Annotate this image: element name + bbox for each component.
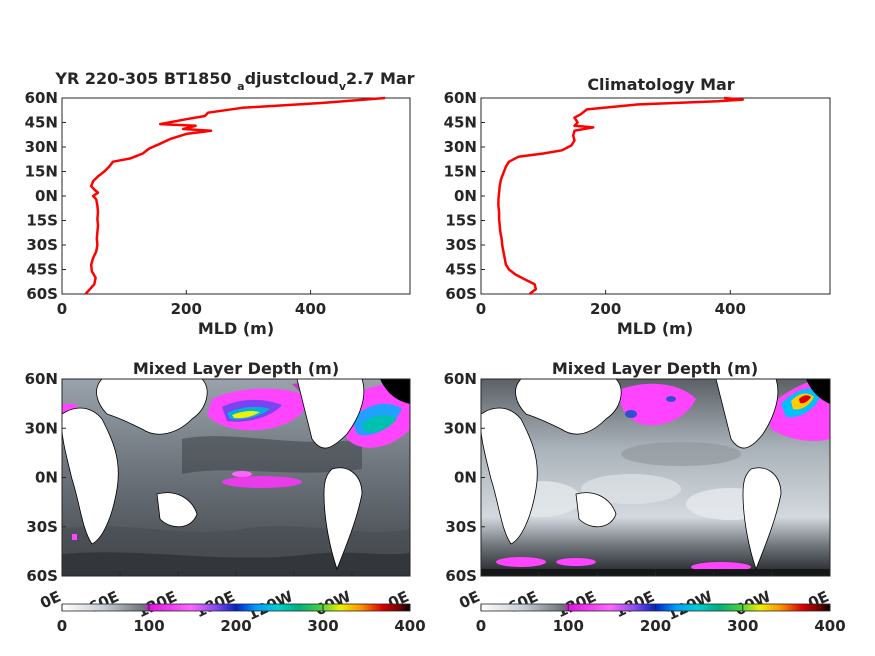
panel2-mld-line [497,96,745,295]
x-tick-label: 400 [295,300,326,318]
map-panel-climatology: Mixed Layer Depth (m) [444,359,846,635]
y-tick-label: 15N [444,163,477,181]
colorbar-tick-label: 100 [133,617,164,635]
y-tick-label: 0N [35,187,58,205]
y-tick-label: 30N [444,138,477,156]
map-y-tick-label: 60S [445,567,477,585]
y-tick-label: 45N [444,114,477,132]
y-tick-label: 45N [25,114,58,132]
colorbar-tick-label: 200 [220,617,251,635]
panel2-title: Climatology Mar [587,75,734,94]
colorbar-tick-label: 200 [640,617,671,635]
x-tick-label: 400 [715,300,746,318]
panel1-xlabel: MLD (m) [198,319,274,338]
map-x-tick-label: 60E [86,587,122,616]
panel3-title: Mixed Layer Depth (m) [133,359,339,378]
y-tick-label: 30S [445,236,477,254]
map-y-tick-label: 0N [454,469,477,487]
colorbar-tick-label: 400 [814,617,845,635]
panel4-title: Mixed Layer Depth (m) [552,359,758,378]
panel1-mld-line [84,96,386,295]
x-tick-label: 200 [590,300,621,318]
y-tick-label: 15N [25,163,58,181]
y-tick-label: 30N [25,138,58,156]
map-y-tick-label: 60N [444,370,477,388]
y-tick-label: 45S [445,261,477,279]
panel1-axes-box [61,97,411,295]
map-x-tick-label: 60W [312,587,354,619]
map-y-tick-label: 30S [445,518,477,536]
map-panel-model: Mixed Layer Depth (m) [25,359,426,635]
x-tick-label: 0 [57,300,67,318]
map-x-tick-label: 60W [732,587,774,619]
y-tick-label: 15S [26,212,58,230]
y-tick-label: 30S [26,236,58,254]
map-y-tick-label: 60N [25,370,58,388]
y-tick-label: 60S [26,285,58,303]
colorbar-tick-label: 400 [394,617,425,635]
y-tick-label: 60S [445,285,477,303]
map-x-tick-label: 60E [505,587,541,616]
y-tick-label: 60N [444,89,477,107]
colorbar-tick-label: 300 [307,617,338,635]
map4-plot-area [481,379,830,576]
y-tick-label: 45S [26,261,58,279]
map3-plot-area [62,379,410,576]
y-tick-label: 60N [25,89,58,107]
map-y-tick-label: 0N [35,469,58,487]
map-y-tick-label: 30S [26,518,58,536]
panel2-axes-box [480,97,831,295]
map-x-tick-label: 0E [37,587,63,612]
colorbar-tick-label: 0 [476,617,486,635]
x-tick-label: 0 [476,300,486,318]
colorbar-tick-label: 300 [727,617,758,635]
colorbar-tick-label: 100 [553,617,584,635]
colorbar-tick-label: 0 [57,617,67,635]
line-panel-model: YR 220-305 BT1850 adjustcloudv2.7 Mar 60… [25,69,415,338]
map-y-tick-label: 30N [444,419,477,437]
panel2-xlabel: MLD (m) [617,319,693,338]
panel1-title: YR 220-305 BT1850 adjustcloudv2.7 Mar [54,69,414,93]
map-x-tick-label: 0E [456,587,482,612]
map-y-tick-label: 30N [25,419,58,437]
line-panel-climatology: Climatology Mar 60N 45N 30N 15N 0N 15S 30S 45S 6… [444,75,831,338]
map-y-tick-label: 60S [26,567,58,585]
y-tick-label: 0N [454,187,477,205]
x-tick-label: 200 [171,300,202,318]
y-tick-label: 15S [445,212,477,230]
